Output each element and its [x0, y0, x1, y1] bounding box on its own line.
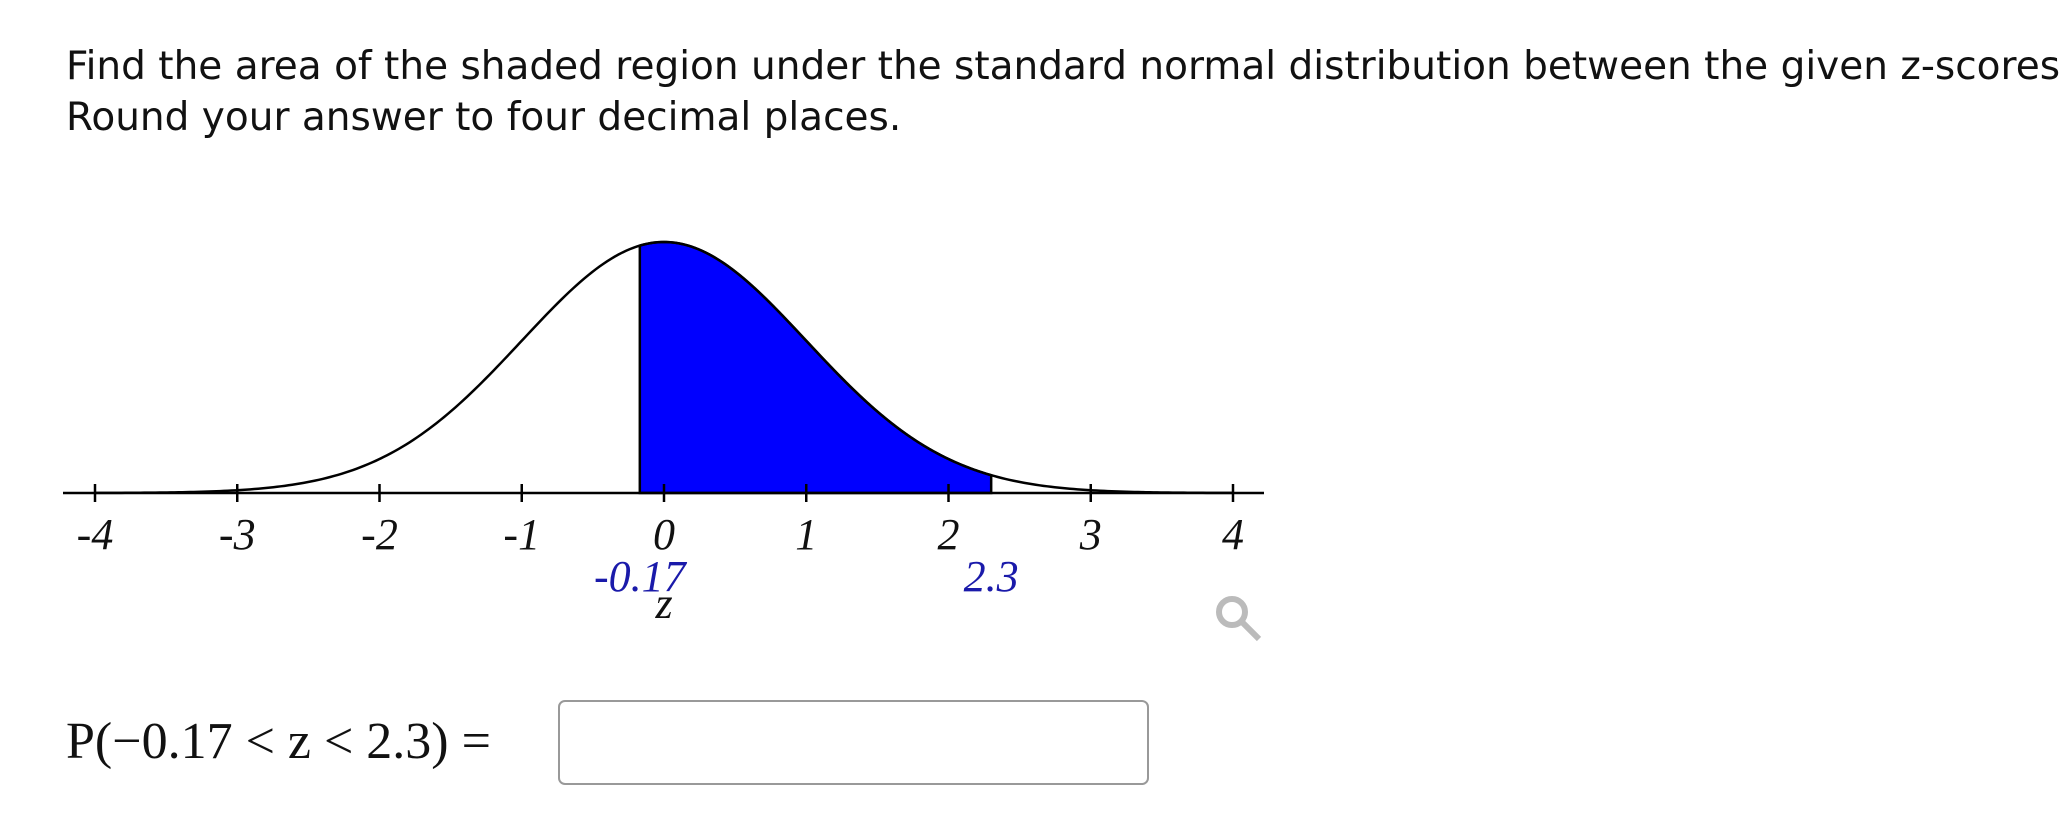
x-tick-label: -3 — [219, 510, 256, 559]
question-line: Round your answer to four decimal places… — [66, 95, 902, 140]
magnifier[interactable] — [1216, 596, 1262, 642]
x-axis-label: z — [654, 579, 672, 628]
answer-input[interactable] — [558, 700, 1149, 785]
bound-label: -0.17 — [594, 552, 688, 601]
density-curve — [94, 240, 1234, 495]
x-tick-label: -1 — [503, 510, 540, 559]
x-tick-label: 4 — [1222, 510, 1244, 559]
x-tick-label: 1 — [795, 510, 817, 559]
x-tick-label: 0 — [653, 510, 675, 559]
question-line: Find the area of the shaded region under… — [66, 44, 2061, 89]
x-tick-label: 2 — [938, 510, 960, 559]
equation: P(−0.17 < z < 2.3) = — [66, 713, 491, 770]
bound-label: 2.3 — [964, 552, 1019, 601]
x-tick-label: -2 — [361, 510, 398, 559]
x-tick-label: -4 — [77, 510, 114, 559]
x-tick-label: 3 — [1079, 510, 1102, 559]
